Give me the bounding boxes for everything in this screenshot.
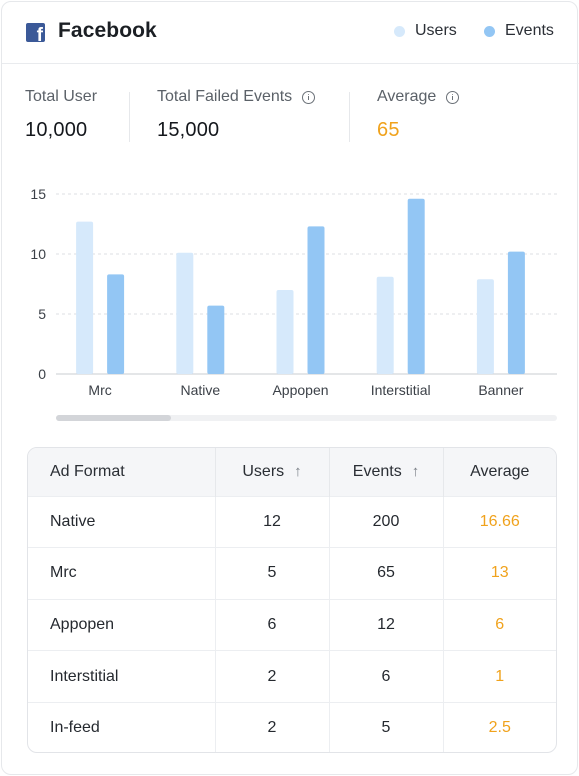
cell-ad-format: Appopen (28, 598, 216, 651)
stat-total-failed-events: Total Failed Events 15,000 (157, 88, 316, 142)
table-row[interactable]: Interstitial 2 6 1 (28, 650, 556, 703)
stat-total-user-value: 10,000 (25, 119, 88, 141)
facebook-icon: f (26, 23, 45, 42)
legend-users-swatch (394, 25, 405, 37)
column-header-users[interactable]: Users ↑ (215, 448, 330, 496)
legend-users-label: Users (415, 22, 457, 39)
cell-ad-format: In-feed (28, 701, 216, 752)
table-row[interactable]: In-feed 2 5 2.5 (28, 701, 556, 752)
stat-total-failed-events-value: 15,000 (157, 119, 220, 141)
cell-users: 6 (215, 598, 330, 651)
table-row[interactable]: Native 12 200 16.66 (28, 495, 556, 548)
stat-total-user: Total User 10,000 (25, 88, 97, 142)
x-tick-label: Interstitial (371, 382, 431, 398)
cell-average: 1 (443, 650, 556, 703)
cell-users: 5 (215, 547, 330, 600)
cell-ad-format: Mrc (28, 547, 216, 600)
x-tick-label: Native (180, 382, 220, 398)
cell-events: 6 (329, 650, 444, 703)
column-header-label: Users (242, 462, 285, 480)
cell-average: 16.66 (443, 495, 556, 548)
info-icon[interactable] (302, 90, 316, 104)
x-tick-label: Appopen (272, 382, 328, 398)
ad-format-table: Ad Format Users ↑ Events ↑ Average Native … (27, 447, 557, 753)
x-tick-label: Mrc (88, 382, 111, 398)
card-title: Facebook (58, 19, 157, 42)
table-row[interactable]: Mrc 5 65 13 (28, 547, 556, 600)
cell-events: 200 (329, 495, 444, 548)
bar-events (407, 198, 425, 374)
stat-divider (349, 92, 350, 142)
column-header-ad-format[interactable]: Ad Format (28, 448, 216, 496)
legend-events[interactable]: Events (484, 22, 554, 40)
cell-users: 2 (215, 650, 330, 703)
column-header-label: Ad Format (50, 462, 125, 480)
stat-average-label-text: Average (377, 88, 437, 105)
cell-average: 6 (443, 598, 556, 651)
stat-total-user-label: Total User (25, 88, 97, 106)
cell-users: 2 (215, 701, 330, 752)
column-header-events[interactable]: Events ↑ (329, 448, 444, 496)
bar-users (376, 276, 394, 374)
bar-users (176, 252, 194, 374)
x-tick-label: Banner (478, 382, 523, 398)
bar-users (276, 290, 294, 374)
stat-average: Average 65 (377, 88, 460, 142)
cell-average: 13 (443, 547, 556, 600)
cell-users: 12 (215, 495, 330, 548)
stat-total-user-label-text: Total User (25, 88, 98, 105)
y-tick-label: 0 (38, 366, 46, 382)
table-row[interactable]: Appopen 6 12 6 (28, 598, 556, 651)
cell-events: 12 (329, 598, 444, 651)
legend-events-label: Events (505, 22, 554, 39)
cell-events: 65 (329, 547, 444, 600)
bar-users (76, 221, 94, 374)
cell-events: 5 (329, 701, 444, 752)
y-tick-label: 15 (30, 186, 46, 202)
bar-events (207, 305, 225, 374)
column-header-label: Events (352, 462, 402, 480)
bar-users (476, 279, 494, 374)
cell-ad-format: Interstitial (28, 650, 216, 703)
info-icon[interactable] (446, 90, 460, 104)
y-tick-label: 10 (30, 246, 46, 262)
chart-scrollbar[interactable] (56, 415, 557, 421)
column-header-average[interactable]: Average (443, 448, 556, 496)
legend-users[interactable]: Users (394, 22, 457, 40)
cell-average: 2.5 (443, 701, 556, 752)
bar-events (107, 274, 125, 374)
arrow-up-icon[interactable]: ↑ (294, 462, 302, 480)
legend-events-swatch (484, 25, 495, 37)
arrow-up-icon[interactable]: ↑ (411, 462, 420, 480)
bar-events (307, 226, 325, 374)
stat-average-label: Average (377, 88, 460, 106)
chart-scrollbar-thumb[interactable] (56, 415, 171, 421)
card-header: f Facebook Users Events (2, 2, 579, 64)
bar-events (507, 251, 525, 374)
stat-total-failed-events-label-text: Total Failed Events (157, 88, 293, 105)
stat-average-value: 65 (377, 119, 400, 141)
bar-chart: 0 5 10 15 Mrc Native Appopen Interstitial Banner (30, 186, 557, 398)
cell-ad-format: Native (28, 495, 216, 548)
table-header-row: Ad Format Users ↑ Events ↑ Average (28, 448, 556, 496)
column-header-label: Average (470, 462, 530, 480)
stat-total-failed-events-label: Total Failed Events (157, 88, 316, 106)
y-tick-label: 5 (38, 306, 46, 322)
stat-divider (129, 92, 130, 142)
